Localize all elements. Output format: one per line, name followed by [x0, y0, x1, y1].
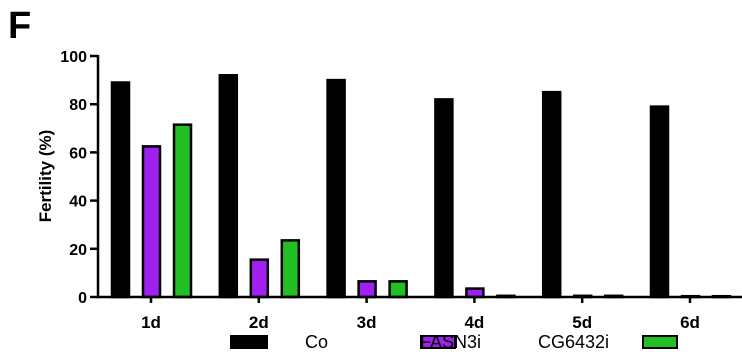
bar-fasn3i-2d: [249, 258, 270, 299]
bar-fasn3i-4d: [465, 287, 485, 299]
y-tick-label: 20: [69, 242, 87, 259]
x-tick-label: 1d: [141, 313, 161, 332]
x-tick-label: 2d: [249, 313, 269, 332]
y-tick-label: 40: [69, 194, 87, 211]
legend-swatch-fasn3i: [420, 335, 456, 349]
legend-swatch-cg6432i: [642, 335, 678, 349]
bar-co-6d: [649, 105, 670, 299]
y-axis-title: Fertility (%): [36, 130, 55, 223]
x-tick-label: 5d: [572, 313, 592, 332]
bar-fasn3i-1d: [141, 145, 162, 299]
bar-cg6432i-3d: [388, 280, 408, 299]
legend-label-fasn3i: FASN3i: [420, 332, 481, 352]
legend-swatch-co: [230, 335, 268, 349]
axes-group: 1d 2d 3d 4d 5d 6d 0 20 40 60 80 100: [60, 49, 742, 332]
y-tick-label: 60: [69, 145, 87, 162]
bar-co-5d: [541, 90, 562, 299]
y-tick-label: 0: [78, 290, 87, 307]
bar-fasn3i-3d: [357, 280, 377, 299]
bar-co-1d: [110, 81, 131, 299]
bar-co-3d: [326, 78, 346, 299]
legend-label-cg6432i: CG6432i: [538, 332, 609, 352]
bar-co-4d: [434, 98, 454, 299]
y-tick-label: 80: [69, 97, 87, 114]
bar-cg6432i-2d: [280, 239, 301, 299]
legend-label-co: Co: [305, 332, 328, 352]
bar-cg6432i-1d: [172, 123, 193, 299]
x-tick-label: 6d: [680, 313, 700, 332]
x-tick-label: 4d: [464, 313, 484, 332]
panel-label: F: [8, 5, 31, 47]
bars-group: [110, 74, 732, 299]
bar-co-2d: [218, 74, 239, 299]
x-tick-label: 3d: [357, 313, 377, 332]
legend: Co FASN3i CG6432i: [230, 332, 678, 352]
y-tick-label: 100: [60, 49, 87, 66]
